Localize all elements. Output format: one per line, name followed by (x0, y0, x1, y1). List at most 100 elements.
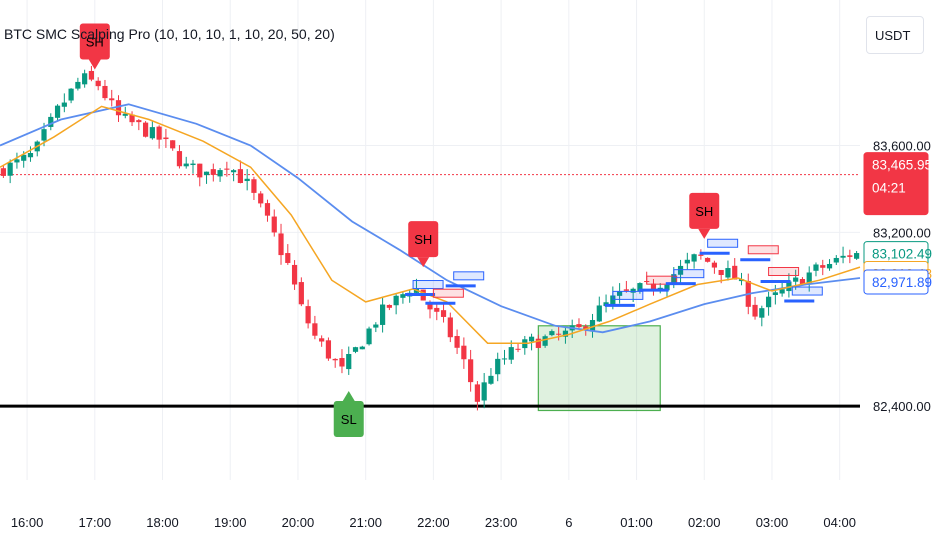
candle-body (725, 268, 731, 278)
candle-body (75, 81, 81, 89)
currency-button[interactable]: USDT (866, 16, 924, 54)
candle-body (373, 324, 379, 328)
candle-body (671, 274, 677, 284)
candle-body (623, 289, 629, 291)
time-tick-label: 16:00 (11, 515, 44, 530)
time-tick-label: 21:00 (349, 515, 382, 530)
candle-body (359, 346, 365, 350)
signal-box (333, 400, 364, 437)
candle-body (650, 283, 657, 291)
time-tick-label: 23:00 (485, 515, 518, 530)
signal-box (408, 221, 439, 258)
candle-body (183, 163, 189, 167)
candle-body (61, 102, 67, 107)
candle-body (142, 122, 149, 137)
candle-body (203, 171, 210, 176)
price-label-countdown: 04:21 (872, 181, 906, 196)
candle-body (231, 170, 237, 173)
candle-body (765, 296, 772, 308)
indicator-title: BTC SMC Scalping Pro (10, 10, 10, 1, 10,… (4, 26, 335, 42)
candle-body (82, 73, 88, 85)
time-tick-label: 20:00 (282, 515, 315, 530)
candle-body (495, 358, 501, 375)
price-tick-label: 83,600.00 (873, 139, 931, 154)
candle-body (244, 178, 250, 182)
time-tick-label: 22:00 (417, 515, 450, 530)
candle-body (549, 331, 555, 336)
candle-body (427, 302, 433, 310)
candle-body (854, 253, 860, 259)
candle-body (718, 269, 724, 276)
candle-body (786, 281, 792, 292)
signal-box (79, 23, 110, 60)
candle-body (393, 295, 399, 306)
candle-body (332, 358, 338, 361)
candle-body (637, 283, 643, 292)
candle-body (556, 333, 562, 335)
candle-body (122, 113, 128, 116)
candle-body (0, 168, 6, 176)
signal-box (689, 192, 720, 229)
order-block (673, 269, 705, 279)
candle-body (14, 159, 20, 163)
candle-body (190, 163, 196, 166)
price-label-text: 82,971.89 (872, 275, 932, 290)
candle-body (163, 137, 169, 140)
candle-body (813, 264, 819, 271)
candle-body (833, 257, 839, 263)
time-tick-label: 6 (565, 515, 572, 530)
swing-high-marker: SH (689, 192, 720, 239)
price-label-text: 83,465.95 (872, 158, 932, 173)
candle-body (379, 304, 386, 325)
candle-body (264, 203, 271, 216)
candle-body (352, 347, 359, 352)
candle-body (434, 307, 440, 312)
candle-body (68, 88, 74, 101)
order-block (707, 238, 739, 248)
time-tick-label: 19:00 (214, 515, 247, 530)
signal-pointer (342, 390, 355, 401)
candle-body (806, 272, 812, 284)
candle-body (515, 348, 521, 350)
candle-body (562, 330, 569, 337)
candle-body (684, 259, 690, 264)
candle-body (136, 120, 142, 123)
candle-body (840, 255, 846, 258)
candle-body (366, 328, 372, 345)
signal-pointer (417, 257, 430, 268)
order-block (791, 286, 823, 296)
candle-body (698, 254, 704, 256)
order-block (612, 290, 644, 300)
order-block (747, 245, 779, 255)
candle-body (542, 336, 548, 346)
candle-body (752, 304, 758, 317)
candle-body (251, 179, 257, 193)
candle-body (305, 306, 311, 324)
candle-body (400, 294, 406, 298)
candle-body (799, 279, 806, 285)
candle-body (237, 169, 243, 183)
candle-body (847, 255, 853, 257)
candle-body (7, 162, 13, 176)
candle-body (447, 317, 453, 338)
candle-body (129, 114, 135, 123)
order-blocks (405, 238, 823, 307)
candle-body (528, 336, 535, 342)
candle-body (102, 85, 108, 99)
candle-body (346, 354, 352, 370)
candle-body (691, 254, 697, 262)
candle-body (461, 345, 467, 360)
price-label: 82,971.89 (863, 269, 932, 295)
candle-body (705, 257, 711, 262)
swing-low-marker: SL (333, 390, 364, 437)
candle-body (197, 163, 203, 178)
candle-body (454, 336, 460, 348)
candle-body (596, 305, 602, 322)
candle-body (732, 265, 738, 280)
candle-body (319, 338, 325, 342)
candle-body (772, 292, 778, 296)
candle-body (779, 289, 785, 294)
candle-body (285, 253, 291, 263)
